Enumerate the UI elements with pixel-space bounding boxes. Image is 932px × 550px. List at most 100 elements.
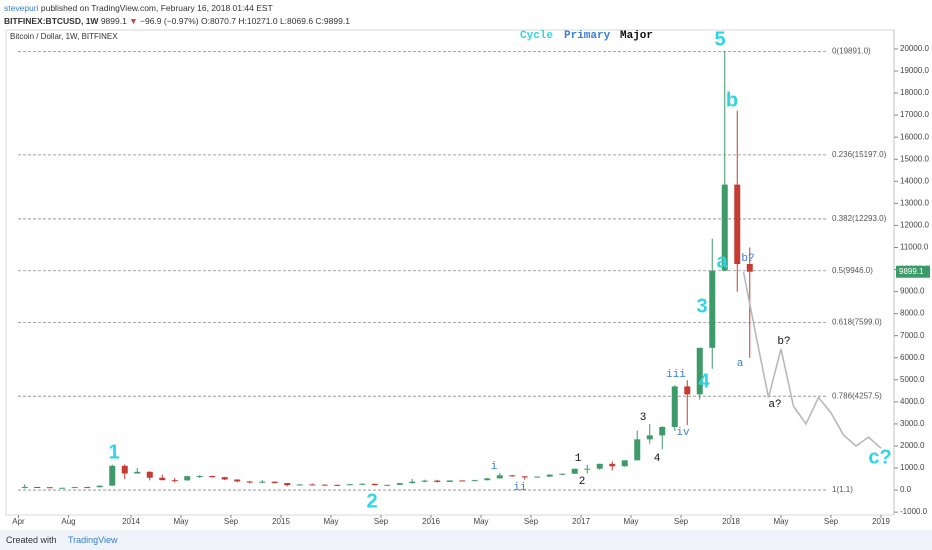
wave-label: 4 <box>698 370 710 392</box>
y-tick-label: 11000.0 <box>900 243 929 252</box>
y-tick-label: 14000.0 <box>900 176 929 185</box>
candle-body <box>134 471 141 474</box>
brand[interactable]: TradingView <box>68 535 118 545</box>
x-tick-label: Sep <box>374 517 389 526</box>
candle-body <box>434 480 441 482</box>
fib-label: 1(1.1) <box>832 485 853 494</box>
candle-body <box>534 476 541 478</box>
candle-body <box>184 476 191 481</box>
author[interactable]: stevepuri <box>4 3 39 13</box>
y-tick-label: 8000.0 <box>900 309 925 318</box>
wave-degree: Cycle <box>520 30 553 42</box>
x-tick-label: Aug <box>61 517 75 526</box>
candle-body <box>146 471 153 478</box>
arrow: ▼ <box>129 16 138 26</box>
wave-label: 1 <box>575 453 582 465</box>
chart-title: Bitcoin / Dollar, 1W, BITFINEX <box>10 32 118 41</box>
candle-body <box>59 487 66 489</box>
candle-body <box>371 483 378 486</box>
candle-body <box>34 486 41 488</box>
candle-body <box>584 468 591 470</box>
y-tick-label: 12000.0 <box>900 221 929 230</box>
fib-label: 0(19891.0) <box>832 46 871 55</box>
wave-label: 4 <box>654 453 661 465</box>
wave-label: 5 <box>714 28 725 50</box>
candle-body <box>209 475 216 478</box>
candle-body <box>571 468 578 474</box>
candle-body <box>521 476 528 478</box>
fib-label: 0.5(9946.0) <box>832 266 873 275</box>
candle-body <box>596 463 603 469</box>
header: stevepuri published on TradingView.com, … <box>4 2 350 28</box>
wave-label: b? <box>777 336 790 348</box>
candle-body <box>109 465 116 486</box>
candle-body <box>259 481 266 483</box>
x-tick-label: 2014 <box>122 517 140 526</box>
wave-label: 1 <box>108 441 119 463</box>
created: Created with <box>6 535 57 545</box>
candle-body <box>384 484 391 486</box>
projection-path <box>742 271 882 449</box>
x-tick-label: May <box>173 517 188 526</box>
y-tick-label: 15000.0 <box>900 154 929 163</box>
candle-body <box>459 480 466 482</box>
candle-body <box>496 475 503 479</box>
candle-body <box>734 184 741 265</box>
candle-body <box>509 475 516 477</box>
x-tick-label: 2016 <box>422 517 440 526</box>
x-tick-label: Sep <box>524 517 539 526</box>
candle-body <box>546 474 553 477</box>
x-tick-label: Apr <box>12 517 25 526</box>
candle-body <box>671 386 678 427</box>
y-tick-label: 6000.0 <box>900 353 925 362</box>
change: −96.9 (−0.97%) <box>140 16 199 26</box>
candle-body <box>321 484 328 486</box>
candle-body <box>746 264 753 272</box>
last-price-tag <box>896 265 930 278</box>
fib-label: 0.236(15197.0) <box>832 150 887 159</box>
wave-label: b? <box>741 253 754 265</box>
fib-label: 0.786(4257.5) <box>832 391 882 400</box>
footer: Created with TradingView <box>0 530 932 550</box>
y-tick-label: 5000.0 <box>900 375 925 384</box>
y-tick-label: 3000.0 <box>900 419 925 428</box>
candle-body <box>271 481 278 484</box>
y-tick-label: 19000.0 <box>900 66 929 75</box>
candle-body <box>609 463 616 467</box>
y-tick-label: 0.0 <box>900 485 912 494</box>
x-tick-label: 2018 <box>722 517 740 526</box>
close: C:9899.1 <box>315 16 350 26</box>
y-tick-label: 9000.0 <box>900 287 925 296</box>
x-tick-label: Sep <box>674 517 689 526</box>
candle-body <box>709 270 716 348</box>
candle-body <box>559 473 566 475</box>
y-tick-label: 7000.0 <box>900 331 925 340</box>
published: published on TradingView.com, February 1… <box>40 3 273 13</box>
wave-label: a <box>737 358 744 370</box>
wave-degree: Primary <box>564 30 611 42</box>
wave-label: i <box>491 461 498 473</box>
candle-body <box>96 485 103 488</box>
plot-frame <box>5 29 895 516</box>
candle-body <box>71 487 78 489</box>
y-tick-label: 18000.0 <box>900 88 929 97</box>
y-tick-label: 20000.0 <box>900 44 929 53</box>
candle-body <box>409 481 416 484</box>
candle-body <box>446 480 453 482</box>
wave-label: a <box>716 250 728 272</box>
y-tick-label: -1000.0 <box>900 507 928 516</box>
y-tick-label: 13000.0 <box>900 198 929 207</box>
open: O:8070.7 <box>200 16 236 26</box>
x-tick-label: 2017 <box>572 517 590 526</box>
candle-body <box>484 478 491 481</box>
candle-body <box>121 465 128 474</box>
x-tick-label: May <box>323 517 338 526</box>
candle-body <box>471 480 478 482</box>
candle-body <box>196 475 203 477</box>
candle-body <box>246 481 253 483</box>
fib-label: 0.618(7599.0) <box>832 318 882 327</box>
candle-body <box>346 484 353 486</box>
x-tick-label: May <box>623 517 638 526</box>
wave-label: iv <box>676 427 690 439</box>
